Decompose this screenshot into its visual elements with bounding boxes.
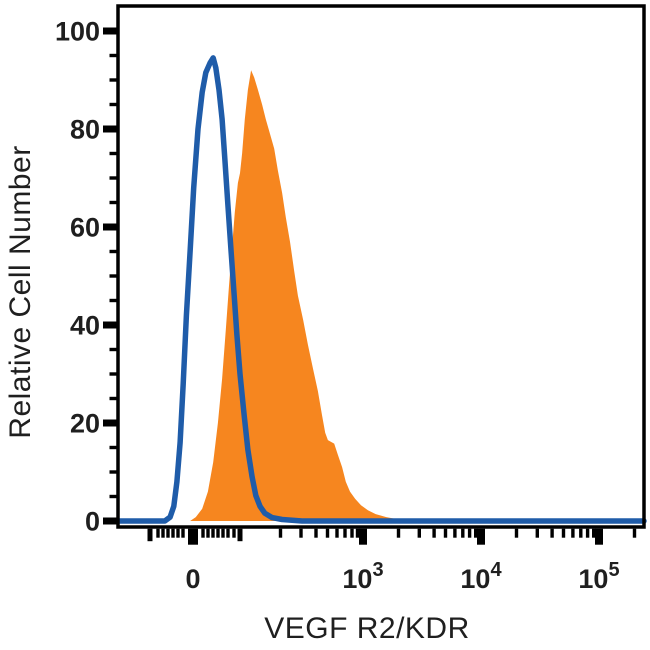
x-axis-minor-tick [232,528,236,538]
x-axis-major-tick [359,528,367,545]
x-axis-major-tick [188,528,198,545]
x-axis-minor-tick [550,528,554,538]
y-axis-minor-tick [109,102,118,107]
x-axis-medium-tick [237,528,243,542]
x-axis-tick-label: 103 [342,559,383,594]
y-axis-tick-labels: 0 20 40 60 80 100 [55,17,100,537]
y-axis-major-tick [103,223,118,231]
x-axis-minor-tick [166,528,170,538]
x-axis-minor-tick [176,528,180,538]
x-axis-minor-tick [211,528,215,538]
x-axis-tick-label: 105 [578,559,619,594]
x-axis-major-tick [477,528,485,545]
y-axis-minor-tick [109,78,118,82]
y-axis-minor-tick [109,445,118,450]
x-axis-title: VEGF R2/KDR [264,612,470,645]
y-axis-minor-tick [109,494,118,499]
x-axis-minor-tick [571,528,575,538]
x-axis-minor-tick [226,528,230,538]
x-axis-minor-tick [632,528,637,538]
y-axis-major-tick [103,419,118,427]
x-axis-minor-tick [343,528,347,538]
x-axis-minor-tick [299,528,303,538]
y-axis-tick-label: 0 [85,507,100,537]
x-axis-minor-tick [161,528,165,538]
x-axis-minor-tick [432,528,436,538]
x-axis-tick-label: 0 [185,564,200,594]
x-axis-minor-tick [514,528,519,538]
plot-frame [116,4,646,529]
histogram-curves [115,55,647,524]
x-axis-minor-tick [443,528,448,538]
y-axis-tick-label: 60 [70,213,100,243]
x-axis-minor-tick [350,528,354,538]
y-axis-minor-tick [109,249,118,254]
y-axis-minor-tick [109,151,118,156]
x-axis-medium-tick [147,528,153,542]
x-axis-minor-tick [221,528,225,538]
y-axis-minor-tick [109,347,118,352]
y-axis-minor-tick [109,298,118,303]
x-axis-tick-labels: 0 103 104 105 [185,559,619,594]
stained-histogram-area [190,70,420,521]
x-axis-minor-tick [585,528,590,538]
x-axis-minor-tick [171,528,175,538]
x-axis-minor-tick [181,528,185,538]
x-axis-minor-tick [417,528,421,538]
y-axis-minor-tick [109,53,118,58]
y-axis-major-tick [103,321,118,329]
y-axis-minor-tick [109,372,118,376]
x-axis-minor-tick [201,528,205,538]
x-axis-minor-tick [453,528,457,538]
x-axis-minor-tick [579,528,583,538]
x-axis-minor-tick [206,528,210,538]
y-axis-tick-label: 20 [70,409,100,439]
x-axis-major-tick [595,528,603,545]
y-axis-title: Relative Cell Number [4,145,37,438]
y-axis-ticks [103,27,118,525]
y-axis-tick-label: 80 [70,115,100,145]
y-axis-tick-label: 40 [70,311,100,341]
y-axis-minor-tick [109,396,118,401]
x-axis-minor-tick [355,528,360,538]
y-axis-major-tick [103,517,118,525]
y-axis-minor-tick [109,470,118,474]
x-axis-minor-tick [396,528,401,538]
x-axis-minor-tick [314,528,318,538]
y-axis-major-tick [103,27,118,35]
y-axis-minor-tick [109,200,118,205]
x-axis-minor-tick [216,528,220,538]
x-axis-minor-tick [461,528,465,538]
x-axis-ticks [147,528,637,545]
x-axis-minor-tick [278,528,283,538]
x-axis-minor-tick [325,528,330,538]
x-axis-tick-label: 104 [460,559,502,594]
control-histogram-curve [115,55,647,524]
x-axis-minor-tick [592,528,596,538]
y-axis-minor-tick [109,274,118,278]
x-axis-minor-tick [335,528,339,538]
x-axis-minor-tick [535,528,539,538]
x-axis-minor-tick [467,528,472,538]
x-axis-minor-tick [561,528,566,538]
x-axis-minor-tick [156,528,160,538]
x-axis-minor-tick [474,528,478,538]
y-axis-major-tick [103,125,118,133]
y-axis-minor-tick [109,176,118,180]
y-axis-tick-label: 100 [55,17,100,47]
